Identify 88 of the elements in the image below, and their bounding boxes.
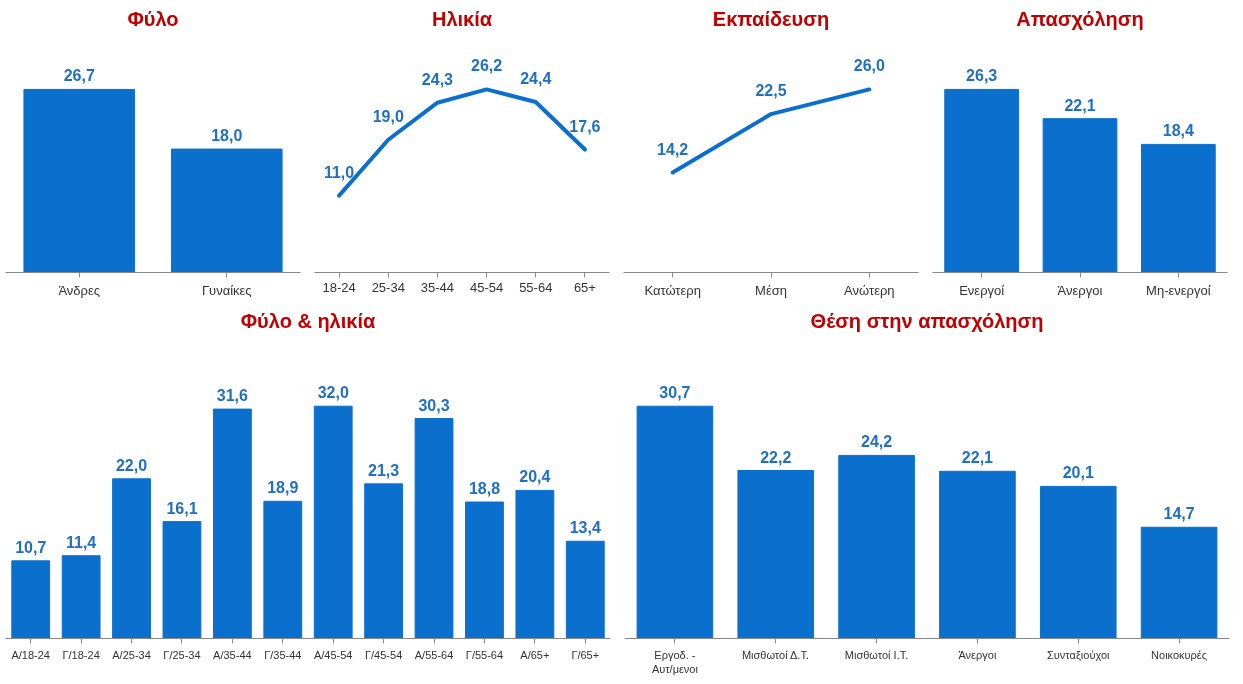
data-label: 11,4 [66,533,97,551]
x-tick-label: Κατώτερη [644,282,701,298]
data-label: 18,8 [468,480,501,498]
bar [11,560,51,639]
x-tick-label: Γ/65+ [571,648,600,661]
bar [364,483,404,639]
bar [939,470,1016,639]
bar [565,540,605,639]
data-label: 30,3 [418,396,450,414]
x-tick-label: 25-34 [371,279,405,295]
data-label: 26,3 [966,67,998,85]
data-label: 16,1 [166,499,198,517]
x-tick-label: Μισθωτοί Δ.Τ. [741,648,810,661]
x-tick-label: 65+ [573,279,596,295]
bar [737,470,815,639]
x-tick-label: Μέση [755,282,787,298]
data-label: 18,4 [1162,122,1195,140]
x-tick-label: Α/25-34 [112,648,151,661]
data-label: 18,0 [211,127,243,145]
x-tick-label: Νοικοκυρές [1151,648,1208,661]
data-label: 10,7 [15,538,47,556]
x-tick-label: Μη-ενεργοί [1146,282,1211,298]
x-tick-label: Γ/18-24 [62,648,100,661]
chart-title: Εκπαίδευση [712,7,830,30]
data-label: 22,5 [755,82,787,100]
x-tick-label: Γ/55-64 [465,648,504,661]
x-tick-label: Α/65+ [520,648,550,661]
data-label: 13,4 [569,519,601,537]
data-label: 20,1 [1062,464,1094,482]
x-tick-label: Γ/25-34 [163,648,201,661]
data-label: 19,0 [372,107,404,125]
bar [313,405,353,639]
x-tick-label: Άνεργοι [1057,282,1103,298]
data-label: 22,2 [760,448,792,466]
bar [414,418,454,639]
x-tick-label: Άνδρες [58,282,101,298]
x-tick-label: Άνεργοι [958,648,997,661]
x-tick-label: 45-54 [469,279,504,295]
chart-title: Φύλο & ηλικία [240,309,377,332]
data-label: 22,1 [1064,96,1096,114]
x-tick-label: Γ/35-44 [264,648,302,661]
data-label: 17,6 [569,117,601,135]
data-label: 24,4 [520,70,552,87]
bar [112,478,151,639]
chart-title: Φύλο [127,7,179,30]
data-label: 26,2 [471,57,503,75]
data-label: 32,0 [317,384,349,402]
bar [838,454,915,639]
chart-title: Θέση στην απασχόληση [810,309,1044,332]
x-tick-label: Ενεργοί [959,282,1005,298]
x-tick-label: Α/45-54 [313,648,353,661]
chart-title: Απασχόληση [1016,7,1144,30]
data-label: 24,3 [421,70,454,88]
bar [162,521,202,639]
x-tick-label: Α/35-44 [213,648,252,661]
x-tick-label: 35-44 [420,279,455,295]
data-label: 20,4 [519,468,551,486]
bar [636,405,714,639]
data-label: 22,1 [961,449,994,467]
bar [212,408,252,639]
data-label: 31,6 [216,387,249,405]
bar [1140,526,1218,639]
x-tick-label: Συνταξιούχοι [1047,648,1111,661]
x-tick-label: 55-64 [519,279,553,295]
data-label: 24,2 [861,433,893,451]
x-tick-label: Ανώτερη [844,282,895,298]
bar [515,489,555,639]
x-tick-label: Α/18-24 [11,648,50,661]
bar [263,500,303,639]
data-label: 14,2 [657,140,689,158]
chart-title: Ηλικία [431,7,493,30]
bar [1039,485,1117,639]
data-label: 21,3 [368,461,400,479]
data-label: 11,0 [323,163,355,181]
x-tick-label: Γ/45-54 [365,648,403,661]
data-label: 26,0 [853,57,886,75]
bar [61,555,101,639]
x-tick-label: Εργοδ. - Αυτ/μενοι [651,648,699,675]
data-label: 26,7 [63,67,95,85]
x-tick-label: Γυναίκες [201,282,252,298]
data-label: 14,7 [1163,505,1195,523]
x-tick-label: Α/55-64 [414,648,454,661]
data-label: 30,7 [659,384,691,402]
bar [465,501,504,639]
x-tick-label: Μισθωτοί Ι.Τ. [844,648,909,661]
data-label: 22,0 [115,456,148,474]
x-tick-label: 18-24 [322,279,356,295]
data-label: 18,9 [267,479,299,497]
